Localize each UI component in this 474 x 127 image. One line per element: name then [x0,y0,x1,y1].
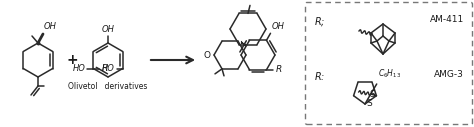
Text: AMG-3: AMG-3 [434,70,464,79]
Text: R: R [101,64,108,73]
Text: S: S [366,99,372,107]
Text: HO: HO [73,64,85,73]
Text: S: S [370,90,375,99]
Text: $C_6H_{13}$: $C_6H_{13}$ [378,67,401,80]
Text: $R$;: $R$; [314,15,325,28]
Text: +: + [66,53,78,67]
Text: HO: HO [102,64,115,73]
Text: OH: OH [101,25,114,34]
Text: $R$:: $R$: [314,70,325,82]
Text: OH: OH [272,22,284,31]
Text: R: R [275,65,282,74]
Text: Olivetol   derivatives: Olivetol derivatives [68,82,148,91]
Text: AM-411: AM-411 [430,15,464,24]
Text: OH: OH [44,22,57,31]
Text: O: O [204,51,211,60]
